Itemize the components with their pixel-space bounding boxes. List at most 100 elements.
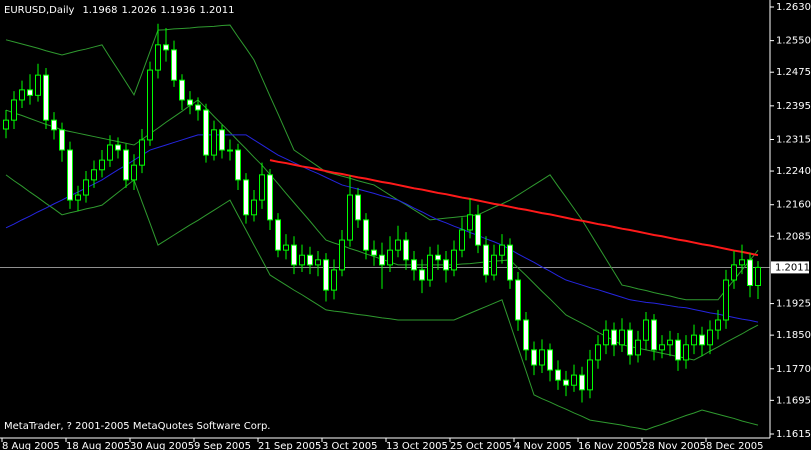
candle-body — [539, 349, 545, 366]
candle-body — [699, 334, 705, 346]
candle-body — [299, 254, 305, 266]
candle-body — [11, 99, 17, 121]
last-low: 1.1936 — [160, 5, 195, 16]
candle-body — [35, 74, 41, 96]
candle-body — [483, 244, 489, 276]
candle-body — [443, 259, 449, 271]
trend-line — [269, 159, 759, 257]
candle-body — [275, 219, 281, 251]
candle-body — [651, 319, 657, 351]
candle-body — [347, 194, 353, 241]
candle-body — [235, 149, 241, 181]
plot-area — [0, 23, 770, 431]
y-tick-label: 1.2160 — [776, 200, 811, 211]
candle-body — [419, 269, 425, 281]
candle-body — [491, 254, 497, 276]
candle-body — [547, 349, 553, 371]
candle-body — [83, 179, 89, 196]
candle-body — [51, 119, 57, 131]
y-tick-label: 1.1770 — [776, 364, 811, 375]
candle-body — [595, 344, 601, 361]
candle-body — [515, 279, 521, 321]
last-open: 1.1968 — [82, 5, 117, 16]
y-tick-label: 1.1695 — [776, 395, 811, 406]
candle-body — [571, 374, 577, 386]
x-tick-label: 3 Oct 2005 — [322, 441, 377, 450]
candle-body — [331, 269, 337, 291]
indicator-line — [5, 134, 759, 323]
y-tick-label: 1.2085 — [776, 231, 811, 242]
x-tick-label: 28 Nov 2005 — [642, 441, 706, 450]
candle-body — [499, 244, 505, 256]
candle-body — [67, 149, 73, 201]
candle-body — [427, 254, 433, 281]
chart-title: EURUSD,Daily — [4, 5, 75, 16]
candle-body — [635, 339, 641, 356]
candle-body — [355, 194, 361, 221]
candle-body — [715, 319, 721, 331]
candle-body — [43, 74, 49, 121]
candle-body — [731, 264, 737, 281]
candle-body — [163, 44, 169, 51]
candle-body — [307, 254, 313, 266]
candle-body — [587, 359, 593, 391]
candle-body — [3, 119, 9, 130]
candle-body — [691, 334, 697, 346]
candle-body — [107, 144, 113, 161]
candle-body — [59, 129, 65, 151]
candle-body — [19, 89, 25, 101]
y-tick-label: 1.2630 — [776, 2, 811, 13]
candle-body — [379, 254, 385, 266]
candle-body — [203, 109, 209, 156]
candle-body — [531, 349, 537, 366]
candle-body — [451, 249, 457, 271]
candle-body — [747, 259, 753, 286]
candle-body — [251, 199, 257, 216]
candle-body — [267, 174, 273, 221]
candle-body — [523, 319, 529, 351]
candle-body — [603, 329, 609, 346]
candle-body — [371, 249, 377, 256]
candle-body — [227, 149, 233, 152]
candle-body — [659, 344, 665, 351]
x-tick-label: 18 Aug 2005 — [66, 441, 130, 450]
candle-body — [363, 219, 369, 251]
y-tick-label: 1.1925 — [776, 299, 811, 310]
y-tick-label: 1.1850 — [776, 330, 811, 341]
candle-body — [643, 319, 649, 341]
candle-body — [675, 339, 681, 361]
candle-body — [139, 139, 145, 166]
x-tick-label: 30 Aug 2005 — [130, 441, 194, 450]
x-tick-label: 16 Nov 2005 — [578, 441, 642, 450]
candle-body — [619, 329, 625, 346]
y-tick-label: 1.2550 — [776, 36, 811, 47]
candle-body — [467, 214, 473, 231]
candle-body — [627, 329, 633, 356]
candle-body — [339, 239, 345, 271]
candle-body — [123, 149, 129, 181]
candle-body — [723, 279, 729, 321]
candle-body — [195, 104, 201, 111]
copyright-annotation: MetaTrader, ? 2001-2005 MetaQuotes Softw… — [4, 421, 270, 432]
candle-body — [411, 259, 417, 271]
y-tick-label: 1.1615 — [776, 429, 811, 440]
candle-body — [667, 339, 673, 346]
x-tick-label: 21 Sep 2005 — [258, 441, 321, 450]
candle-body — [611, 329, 617, 346]
candle-body — [755, 266, 761, 286]
candle-body — [259, 174, 265, 201]
candle-body — [99, 159, 105, 171]
last-close: 1.2011 — [199, 5, 234, 16]
candle-body — [171, 49, 177, 81]
candle-body — [27, 89, 33, 96]
candle-body — [459, 229, 465, 251]
candle-body — [211, 129, 217, 156]
y-tick-label: 1.2315 — [776, 135, 811, 146]
y-tick-label: 1.2475 — [776, 67, 811, 78]
candle-body — [739, 259, 745, 266]
indicator-line — [5, 24, 759, 301]
x-tick-label: 9 Sep 2005 — [194, 441, 251, 450]
candle-body — [403, 239, 409, 261]
